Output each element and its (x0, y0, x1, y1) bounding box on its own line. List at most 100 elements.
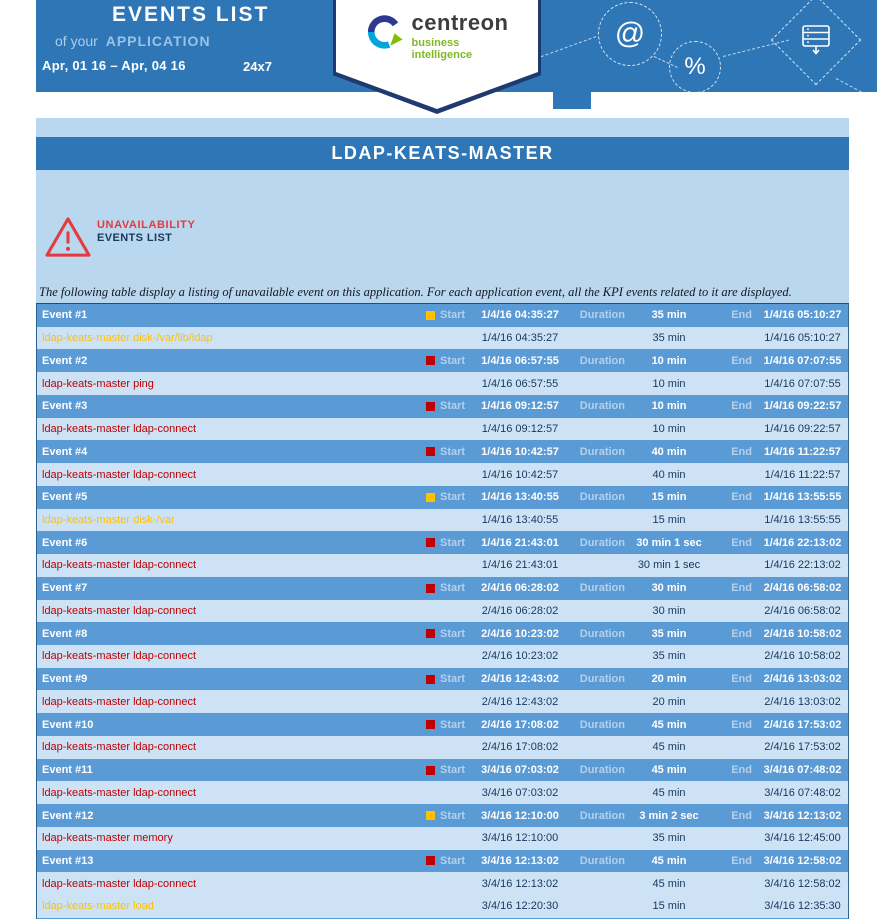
kpi-name: ldap-keats-master ldap-connect (42, 877, 197, 890)
duration-label: Duration (579, 400, 625, 413)
event-start-value: 1/4/16 09:12:57 (481, 400, 559, 413)
kpi-name: ldap-keats-master ldap-connect (42, 695, 197, 708)
kpi-end-value: 1/4/16 22:13:02 (764, 559, 841, 572)
event-duration-value: 40 min (651, 445, 687, 458)
server-icon-frame (770, 0, 862, 86)
duration-label: Duration (579, 627, 625, 640)
event-duration-value: 15 min (651, 491, 687, 504)
event-end-value: 2/4/16 17:53:02 (763, 718, 842, 731)
end-label: End (731, 764, 752, 777)
kpi-duration-value: 35 min (652, 650, 686, 663)
application-title-bar: LDAP-KEATS-MASTER (36, 137, 849, 170)
start-label: Start (440, 354, 466, 367)
event-start-value: 1/4/16 06:57:55 (481, 354, 559, 367)
kpi-duration-value: 35 min (652, 332, 686, 345)
dotted-connector (835, 78, 885, 108)
section-heading-unavailability: UNAVAILABILITY (97, 219, 196, 231)
start-label: Start (440, 445, 466, 458)
kpi-start-value: 1/4/16 04:35:27 (481, 332, 559, 345)
kpi-row: ldap-keats-master ldap-connect 3/4/16 12:… (37, 872, 848, 896)
kpi-end-value: 2/4/16 17:53:02 (764, 741, 841, 754)
event-header-row: Event #6 Start 1/4/16 21:43:01 Duration 30 m… (37, 531, 848, 555)
kpi-end-value: 2/4/16 13:03:02 (764, 695, 841, 708)
kpi-duration-value: 15 min (652, 900, 686, 913)
duration-label: Duration (579, 445, 625, 458)
event-end-value: 1/4/16 11:22:57 (763, 445, 842, 458)
kpi-duration-value: 35 min (652, 832, 686, 845)
kpi-duration-value: 45 min (652, 741, 686, 754)
events-table: Event #1 Start 1/4/16 04:35:27 Duration 35 m… (36, 303, 849, 919)
kpi-start-value: 3/4/16 12:10:00 (481, 832, 559, 845)
end-label: End (731, 673, 752, 686)
event-label: Event #3 (42, 400, 88, 413)
centreon-logo-badge: centreon business intelligence (333, 0, 541, 114)
start-label: Start (440, 764, 466, 777)
event-start-value: 1/4/16 10:42:57 (481, 445, 559, 458)
kpi-name: ldap-keats-master ldap-connect (42, 604, 197, 617)
event-label: Event #11 (42, 764, 93, 777)
event-header-row: Event #10 Start 2/4/16 17:08:02 Duration 45 … (37, 713, 848, 736)
event-start-value: 2/4/16 10:23:02 (481, 627, 559, 640)
event-end-value: 1/4/16 13:55:55 (763, 491, 842, 504)
duration-label: Duration (579, 309, 625, 322)
event-label: Event #6 (42, 536, 88, 549)
kpi-duration-value: 45 min (652, 786, 686, 799)
event-start-value: 3/4/16 07:03:02 (481, 764, 559, 777)
section-header: UNAVAILABILITY EVENTS LIST (45, 216, 195, 263)
severity-cell (420, 856, 440, 866)
duration-label: Duration (579, 354, 625, 367)
event-start-value: 2/4/16 06:28:02 (481, 582, 559, 595)
application-title: LDAP-KEATS-MASTER (331, 143, 554, 163)
section-heading-events-list: EVENTS LIST (97, 232, 173, 244)
severity-cell (420, 811, 440, 821)
event-duration-value: 10 min (651, 400, 687, 413)
event-duration-value: 45 min (651, 718, 687, 731)
event-header-row: Event #4 Start 1/4/16 10:42:57 Duration 40 m… (37, 440, 848, 464)
event-end-value: 3/4/16 12:58:02 (763, 854, 842, 867)
severity-cell (420, 765, 440, 775)
end-label: End (731, 627, 752, 640)
kpi-row: ldap-keats-master load 3/4/16 12:20:30 15 … (37, 895, 848, 918)
kpi-name: ldap-keats-master ping (42, 377, 154, 390)
kpi-name: ldap-keats-master disk-/var/lib/ldap (42, 332, 213, 345)
table-description: The following table display a listing of… (39, 285, 792, 299)
report-date-range: Apr, 01 16 – Apr, 04 16 (42, 58, 186, 73)
duration-label: Duration (579, 764, 625, 777)
at-icon: @ (598, 2, 662, 66)
event-start-value: 3/4/16 12:13:02 (481, 854, 559, 867)
kpi-duration-value: 10 min (652, 377, 686, 390)
kpi-start-value: 3/4/16 07:03:02 (481, 786, 559, 799)
kpi-name: ldap-keats-master ldap-connect (42, 559, 197, 572)
kpi-name: ldap-keats-master disk-/var (42, 513, 175, 526)
event-end-value: 2/4/16 13:03:02 (763, 673, 842, 686)
event-header-row: Event #1 Start 1/4/16 04:35:27 Duration 35 m… (37, 304, 848, 327)
event-duration-value: 10 min (651, 354, 687, 367)
event-end-value: 2/4/16 06:58:02 (763, 582, 842, 595)
event-header-row: Event #5 Start 1/4/16 13:40:55 Duration 15 m… (37, 485, 848, 509)
kpi-end-value: 3/4/16 12:45:00 (764, 832, 841, 845)
next-event-row-partial (37, 917, 848, 919)
kpi-name: ldap-keats-master ldap-connect (42, 786, 197, 799)
kpi-row: ldap-keats-master ldap-connect 2/4/16 12:… (37, 690, 848, 714)
severity-red-icon (425, 583, 435, 593)
severity-red-icon (425, 856, 435, 866)
kpi-row: ldap-keats-master ping 1/4/16 06:57:55 10 … (37, 372, 848, 395)
event-end-value: 1/4/16 09:22:57 (763, 400, 842, 413)
severity-cell (420, 720, 440, 730)
kpi-end-value: 3/4/16 12:35:30 (764, 900, 841, 913)
percent-glyph: % (684, 53, 706, 80)
kpi-duration-value: 45 min (652, 877, 686, 890)
kpi-end-value: 1/4/16 11:22:57 (764, 468, 841, 481)
kpi-end-value: 1/4/16 05:10:27 (764, 332, 841, 345)
duration-label: Duration (579, 491, 625, 504)
content-panel: LDAP-KEATS-MASTER UNAVAILABILITY EVENTS … (36, 118, 849, 919)
kpi-row: ldap-keats-master ldap-connect 1/4/16 10:… (37, 463, 848, 486)
event-start-value: 2/4/16 12:43:02 (481, 673, 559, 686)
end-label: End (731, 536, 752, 549)
kpi-end-value: 3/4/16 12:58:02 (764, 877, 841, 890)
end-label: End (731, 354, 752, 367)
severity-cell (420, 492, 440, 502)
kpi-row: ldap-keats-master memory 3/4/16 12:10:00 3… (37, 826, 848, 850)
start-label: Start (440, 627, 466, 640)
event-start-value: 3/4/16 12:10:00 (481, 809, 559, 822)
